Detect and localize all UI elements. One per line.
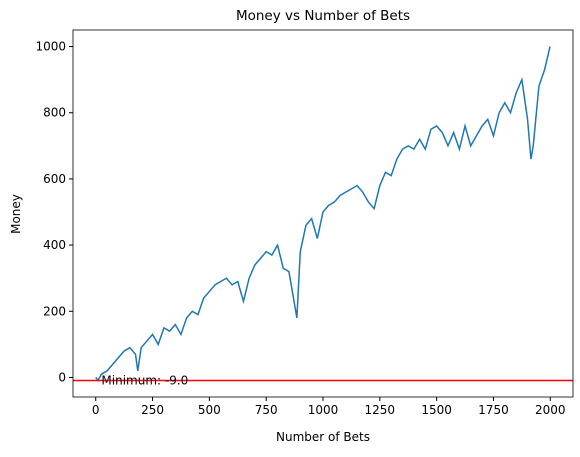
x-tick-label: 1750 [478, 403, 509, 417]
plot-frame [72, 29, 574, 398]
x-tick-label: 2000 [535, 403, 566, 417]
line-series [95, 46, 551, 382]
y-tick-label: 200 [43, 304, 66, 318]
x-tick-label: 1000 [308, 403, 339, 417]
x-tick-label: 1500 [421, 403, 452, 417]
y-tick-label: 400 [43, 238, 66, 252]
x-axis-label: Number of Bets [276, 430, 370, 444]
y-tick-label: 600 [43, 172, 66, 186]
x-tick-label: 0 [92, 403, 100, 417]
y-tick-label: 800 [43, 106, 66, 120]
x-tick-label: 750 [255, 403, 278, 417]
chart-title: Money vs Number of Bets [236, 8, 410, 24]
x-tick-label: 250 [141, 403, 164, 417]
y-tick-label: 1000 [35, 40, 66, 54]
x-tick-label: 1250 [365, 403, 396, 417]
y-tick-label: 0 [58, 370, 66, 384]
annotation: Minimum: -9.0 [101, 373, 188, 387]
y-axis-label: Money [9, 194, 23, 234]
x-tick-label: 500 [198, 403, 221, 417]
